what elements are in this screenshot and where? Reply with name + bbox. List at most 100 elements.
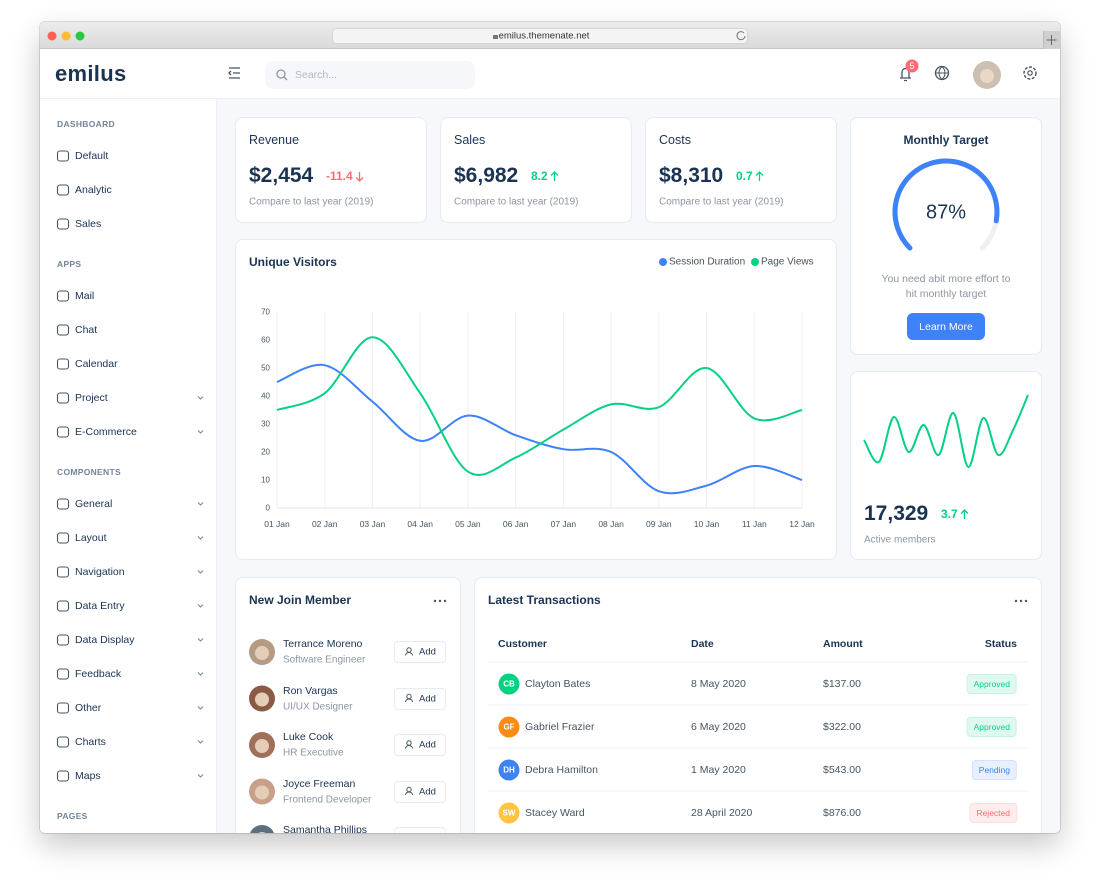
stat-value: $6,982 bbox=[454, 164, 519, 187]
x-tick-label: 08 Jan bbox=[598, 519, 624, 529]
menu-icon bbox=[56, 426, 70, 438]
member-role: Software Engineer bbox=[283, 654, 366, 666]
sidebar-section: DASHBOARD bbox=[57, 119, 115, 129]
add-button[interactable] bbox=[394, 687, 446, 710]
menu-icon bbox=[56, 184, 70, 196]
menu-icon bbox=[56, 566, 70, 578]
menu-item[interactable]: E-Commerce bbox=[75, 426, 137, 438]
add-label[interactable]: Add bbox=[419, 833, 436, 834]
menu-item[interactable]: Layout bbox=[75, 532, 107, 544]
x-tick-label: 05 Jan bbox=[455, 519, 481, 529]
member-role: UI/UX Designer bbox=[283, 701, 353, 712]
add-button[interactable] bbox=[394, 827, 446, 833]
add-button[interactable] bbox=[394, 641, 446, 663]
x-tick-label: 12 Jan bbox=[789, 519, 815, 529]
notification-badge bbox=[905, 59, 919, 73]
y-tick-label: 40 bbox=[261, 391, 270, 401]
menu-item[interactable]: Feedback bbox=[75, 668, 122, 680]
search-placeholder: Search... bbox=[295, 69, 338, 81]
more-dot bbox=[443, 599, 447, 603]
plus-icon bbox=[1046, 35, 1057, 45]
member-role: HR Executive bbox=[283, 747, 344, 759]
add-label[interactable]: Add bbox=[419, 786, 436, 797]
customer-name: Clayton Bates bbox=[525, 678, 591, 690]
menu-icon bbox=[56, 498, 70, 510]
menu-item[interactable]: Other bbox=[75, 702, 102, 714]
menu-item[interactable]: Data Entry bbox=[75, 600, 125, 612]
menu-item[interactable]: Charts bbox=[75, 736, 106, 748]
y-tick-label: 60 bbox=[261, 335, 270, 345]
add-button[interactable] bbox=[394, 780, 446, 803]
menu-item[interactable]: Data Display bbox=[75, 634, 135, 646]
menu-item[interactable]: Mail bbox=[75, 290, 95, 302]
menu-item[interactable]: Chat bbox=[75, 324, 98, 336]
chevron bbox=[197, 396, 204, 400]
menu-icon bbox=[56, 702, 70, 714]
learn-more-button[interactable] bbox=[907, 313, 985, 340]
menu-item[interactable]: Analytic bbox=[75, 184, 112, 196]
member-name: Luke Cook bbox=[283, 731, 334, 743]
change-value: -11.4 bbox=[326, 169, 353, 183]
transaction-date: 1 May 2020 bbox=[691, 764, 746, 776]
chart-title: Unique Visitors bbox=[249, 255, 337, 269]
stat-title: Sales bbox=[454, 133, 486, 147]
search-icon-handle bbox=[283, 76, 288, 81]
arrow-line bbox=[755, 170, 764, 181]
change-value: 0.7 bbox=[736, 169, 753, 183]
add-button[interactable] bbox=[394, 734, 446, 756]
target-message: hit monthly target bbox=[905, 288, 987, 300]
chevron bbox=[197, 570, 204, 574]
members-label: Active members bbox=[864, 534, 936, 546]
x-tick-label: 11 Jan bbox=[741, 519, 767, 529]
trend-arrow bbox=[960, 508, 969, 519]
add-icon-body bbox=[405, 745, 413, 749]
sidebar-section: COMPONENTS bbox=[57, 467, 121, 477]
add-label[interactable]: Add bbox=[419, 646, 436, 658]
more-dot bbox=[438, 599, 442, 603]
column-header: Date bbox=[691, 638, 714, 650]
menu-item[interactable]: Calendar bbox=[75, 358, 118, 370]
menu-item[interactable]: Sales bbox=[75, 218, 102, 230]
add-icon-head bbox=[406, 740, 412, 746]
arrow-line bbox=[355, 171, 364, 182]
card bbox=[235, 117, 427, 223]
transaction-date: 8 May 2020 bbox=[691, 678, 746, 690]
learn-more-label: Learn More bbox=[919, 321, 973, 333]
url: emilus.themenate.net bbox=[498, 30, 590, 42]
change-value: 3.7 bbox=[941, 507, 958, 521]
member-avatar-face bbox=[255, 785, 269, 800]
add-icon-head bbox=[406, 693, 412, 700]
add-label[interactable]: Add bbox=[419, 693, 436, 704]
menu-item[interactable]: Maps bbox=[75, 770, 101, 782]
stat-value: $2,454 bbox=[249, 164, 314, 187]
menu-icon bbox=[56, 218, 70, 230]
menu-icon bbox=[56, 668, 70, 680]
transaction-amount: $137.00 bbox=[823, 678, 861, 690]
card bbox=[440, 117, 632, 223]
member-name: Samantha Phillips bbox=[283, 824, 368, 833]
chevron bbox=[197, 672, 204, 676]
legend-label: Session Duration bbox=[669, 256, 746, 268]
user-avatar-face bbox=[980, 69, 994, 83]
trend-arrow bbox=[755, 170, 764, 181]
menu-item[interactable]: General bbox=[75, 498, 113, 510]
legend-marker bbox=[751, 258, 759, 266]
menu-item[interactable]: Navigation bbox=[75, 566, 125, 578]
logo: emilus bbox=[55, 61, 127, 86]
add-label[interactable]: Add bbox=[419, 739, 436, 751]
card-title: Latest Transactions bbox=[488, 593, 601, 607]
search-box[interactable] bbox=[265, 61, 475, 89]
menu-icon bbox=[56, 150, 70, 162]
sidebar-section: PAGES bbox=[57, 811, 88, 821]
card-title: New Join Member bbox=[249, 593, 352, 607]
menu-item[interactable]: Default bbox=[75, 150, 109, 162]
y-tick-label: 70 bbox=[261, 307, 270, 317]
menu-item[interactable]: Project bbox=[75, 392, 108, 404]
customer-initials: SW bbox=[502, 808, 516, 818]
settings-icon bbox=[1023, 66, 1037, 80]
menu-icon bbox=[56, 290, 70, 302]
language-icon-lines bbox=[935, 66, 949, 81]
menu-icon bbox=[56, 532, 70, 544]
more-dot bbox=[433, 599, 437, 603]
